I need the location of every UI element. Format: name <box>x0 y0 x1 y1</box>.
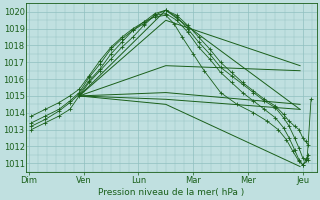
X-axis label: Pression niveau de la mer( hPa ): Pression niveau de la mer( hPa ) <box>98 188 244 197</box>
